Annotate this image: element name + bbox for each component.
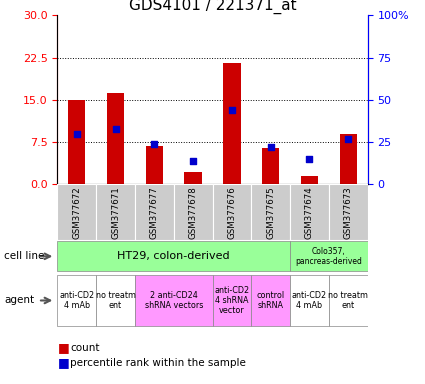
Bar <box>174 184 212 240</box>
Bar <box>146 146 163 184</box>
Bar <box>301 176 318 184</box>
Text: control
shRNA: control shRNA <box>257 291 285 310</box>
Bar <box>262 148 279 184</box>
Bar <box>290 275 329 326</box>
Bar <box>96 275 135 326</box>
Bar <box>184 172 202 184</box>
Text: GSM377673: GSM377673 <box>344 186 353 238</box>
Bar <box>290 241 368 271</box>
Bar <box>57 241 290 271</box>
Text: GSM377677: GSM377677 <box>150 186 159 238</box>
Bar <box>96 184 135 240</box>
Bar <box>57 275 96 326</box>
Bar <box>68 100 85 184</box>
Text: cell line: cell line <box>4 251 45 262</box>
Text: count: count <box>70 343 99 353</box>
Bar <box>135 275 212 326</box>
Bar <box>212 275 251 326</box>
Text: GSM377675: GSM377675 <box>266 186 275 238</box>
Bar <box>135 184 174 240</box>
Text: ■: ■ <box>57 341 69 354</box>
Point <box>112 126 119 132</box>
Bar <box>57 184 96 240</box>
Title: GDS4101 / 221371_at: GDS4101 / 221371_at <box>129 0 296 14</box>
Point <box>74 131 80 137</box>
Text: HT29, colon-derived: HT29, colon-derived <box>117 251 230 262</box>
Bar <box>251 275 290 326</box>
Text: no treatm
ent: no treatm ent <box>96 291 136 310</box>
Bar <box>340 134 357 184</box>
Text: anti-CD2
4 shRNA
vector: anti-CD2 4 shRNA vector <box>214 286 249 315</box>
Bar <box>212 184 251 240</box>
Text: GSM377672: GSM377672 <box>72 186 81 238</box>
Text: 2 anti-CD24
shRNA vectors: 2 anti-CD24 shRNA vectors <box>144 291 203 310</box>
Text: no treatm
ent: no treatm ent <box>328 291 368 310</box>
Text: ■: ■ <box>57 356 69 369</box>
Point <box>345 136 351 142</box>
Text: GSM377671: GSM377671 <box>111 186 120 238</box>
Text: agent: agent <box>4 295 34 306</box>
Bar <box>251 184 290 240</box>
Bar <box>329 184 368 240</box>
Text: percentile rank within the sample: percentile rank within the sample <box>70 358 246 368</box>
Text: anti-CD2
4 mAb: anti-CD2 4 mAb <box>59 291 94 310</box>
Bar <box>107 93 124 184</box>
Bar <box>329 275 368 326</box>
Point <box>229 107 235 113</box>
Bar <box>223 63 241 184</box>
Text: GSM377674: GSM377674 <box>305 186 314 238</box>
Bar <box>290 184 329 240</box>
Point <box>190 157 196 164</box>
Text: GSM377678: GSM377678 <box>189 186 198 238</box>
Point <box>267 144 274 150</box>
Text: Colo357,
pancreas-derived: Colo357, pancreas-derived <box>295 247 362 266</box>
Text: GSM377676: GSM377676 <box>227 186 236 238</box>
Text: anti-CD2
4 mAb: anti-CD2 4 mAb <box>292 291 327 310</box>
Point <box>151 141 158 147</box>
Point <box>306 156 313 162</box>
